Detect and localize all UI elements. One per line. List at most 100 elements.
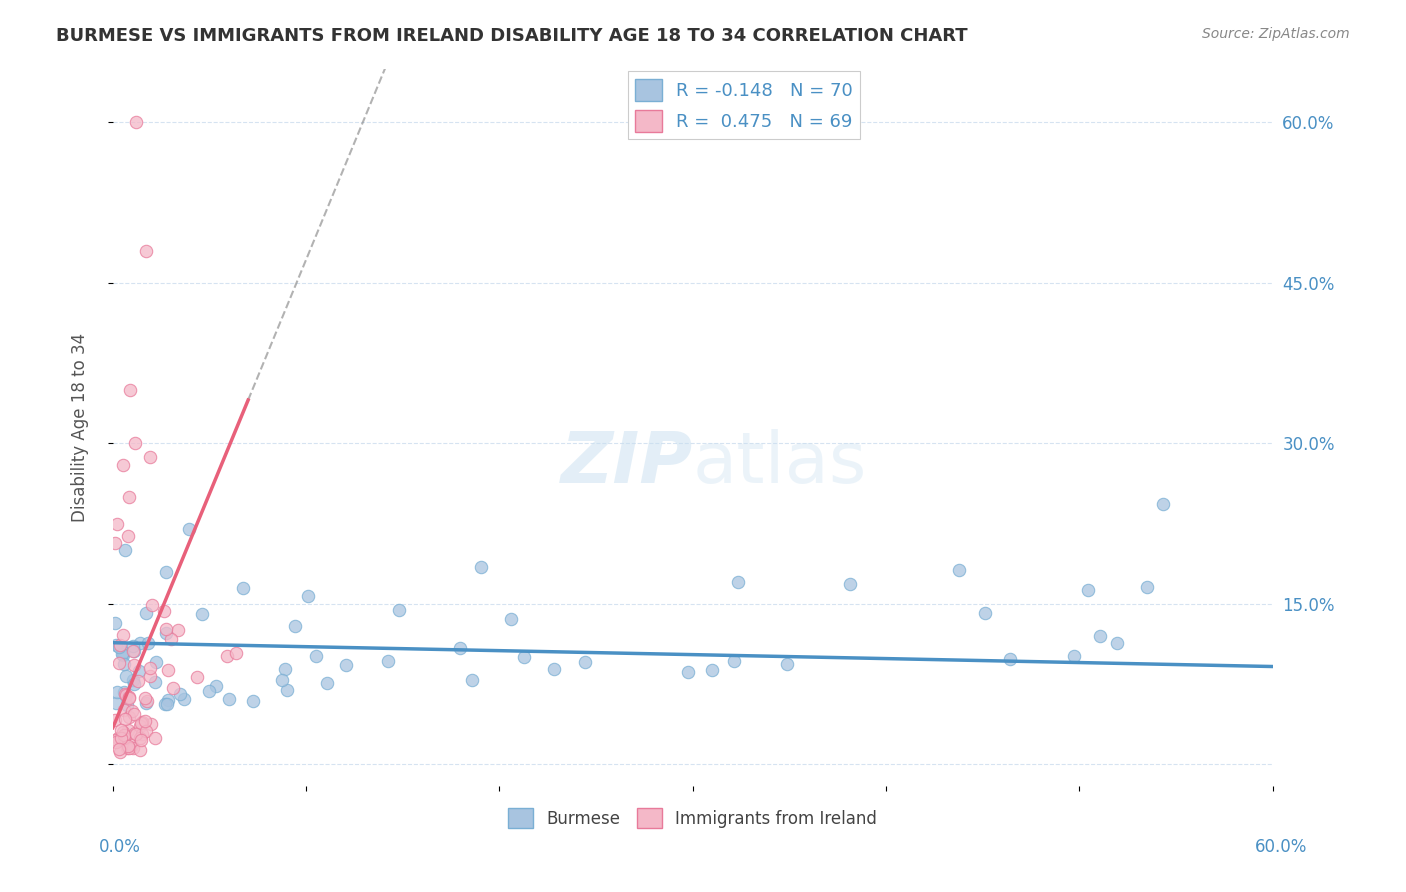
Point <box>127 673 149 688</box>
Point <box>105 638 128 652</box>
Legend: Burmese, Immigrants from Ireland: Burmese, Immigrants from Ireland <box>502 801 884 835</box>
Point <box>143 731 166 745</box>
Point <box>124 436 146 450</box>
Point <box>513 650 536 665</box>
Point <box>1077 582 1099 597</box>
Point <box>138 669 160 683</box>
Point <box>122 643 145 657</box>
Point <box>838 577 860 591</box>
Point <box>449 641 471 656</box>
Point <box>135 696 157 710</box>
Point <box>125 115 148 129</box>
Point <box>218 692 240 706</box>
Point <box>225 647 247 661</box>
Point <box>139 717 162 731</box>
Point <box>274 662 297 676</box>
Point <box>156 693 179 707</box>
Text: 0.0%: 0.0% <box>98 838 141 856</box>
Point <box>156 663 179 677</box>
Point <box>117 740 139 755</box>
Point <box>104 713 127 727</box>
Point <box>335 658 357 673</box>
Point <box>114 712 136 726</box>
Point <box>104 615 127 630</box>
Point <box>1063 648 1085 663</box>
Point <box>112 657 135 672</box>
Point <box>134 714 156 728</box>
Point <box>112 703 135 717</box>
Point <box>115 688 138 702</box>
Point <box>543 662 565 676</box>
Point <box>108 640 131 655</box>
Point <box>122 644 145 658</box>
Point <box>377 654 399 668</box>
Point <box>118 710 141 724</box>
Point <box>169 687 191 701</box>
Point <box>141 598 163 612</box>
Point <box>676 665 699 680</box>
Point <box>105 684 128 698</box>
Point <box>129 636 152 650</box>
Point <box>121 673 143 687</box>
Point <box>135 244 157 258</box>
Point <box>121 741 143 756</box>
Text: BURMESE VS IMMIGRANTS FROM IRELAND DISABILITY AGE 18 TO 34 CORRELATION CHART: BURMESE VS IMMIGRANTS FROM IRELAND DISAB… <box>56 27 967 45</box>
Point <box>723 654 745 668</box>
Point <box>217 648 239 663</box>
Point <box>117 529 139 543</box>
Point <box>135 606 157 620</box>
Point <box>114 669 136 683</box>
Point <box>152 605 174 619</box>
Point <box>153 698 176 712</box>
Point <box>700 663 723 677</box>
Point <box>118 690 141 704</box>
Point <box>139 450 162 464</box>
Text: 60.0%: 60.0% <box>1256 838 1308 856</box>
Point <box>270 673 292 688</box>
Point <box>107 656 129 670</box>
Point <box>276 683 298 698</box>
Point <box>129 719 152 733</box>
Point <box>105 517 128 532</box>
Point <box>121 738 143 752</box>
Point <box>111 648 134 662</box>
Point <box>122 706 145 721</box>
Point <box>179 522 201 536</box>
Point <box>122 677 145 691</box>
Point <box>205 679 228 693</box>
Y-axis label: Disability Age 18 to 34: Disability Age 18 to 34 <box>72 333 89 522</box>
Point <box>131 714 153 729</box>
Point <box>135 723 157 738</box>
Point <box>110 731 132 745</box>
Point <box>155 626 177 640</box>
Point <box>316 676 339 690</box>
Point <box>297 590 319 604</box>
Point <box>470 560 492 574</box>
Point <box>1135 580 1157 594</box>
Point <box>284 619 307 633</box>
Point <box>499 612 522 626</box>
Point <box>166 623 188 637</box>
Point <box>173 692 195 706</box>
Text: Source: ZipAtlas.com: Source: ZipAtlas.com <box>1202 27 1350 41</box>
Point <box>118 383 141 397</box>
Point <box>128 665 150 679</box>
Point <box>104 536 127 550</box>
Point <box>125 727 148 741</box>
Point <box>145 656 167 670</box>
Point <box>139 661 162 675</box>
Point <box>124 726 146 740</box>
Point <box>114 684 136 698</box>
Point <box>1000 651 1022 665</box>
Point <box>122 639 145 653</box>
Point <box>104 733 127 747</box>
Point <box>143 675 166 690</box>
Point <box>114 543 136 558</box>
Point <box>107 731 129 745</box>
Point <box>104 696 127 710</box>
Point <box>118 490 141 504</box>
Point <box>197 684 219 698</box>
Point <box>105 735 128 749</box>
Point <box>117 723 139 738</box>
Point <box>134 691 156 706</box>
